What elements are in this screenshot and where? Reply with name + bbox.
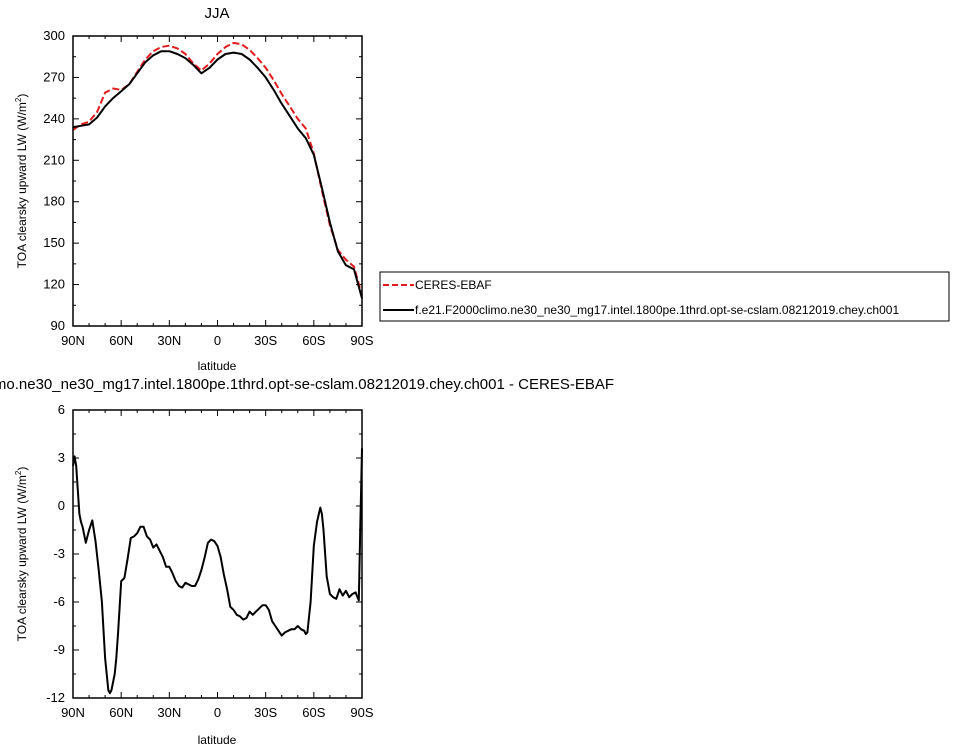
top-y-tick-label: 90 xyxy=(51,318,65,333)
top-plot-area: 90N 60N 30N 0 30S 60S 90S 90 120 150 180 210 240 270 3… xyxy=(43,28,374,348)
bottom-y-tick-label: -12 xyxy=(46,690,65,705)
bottom-plot-area: 90N 60N 30N 0 30S 60S 90S -12 -9 -6 -3 0 3 6 xyxy=(46,402,374,720)
top-series-line-1 xyxy=(72,41,363,296)
bottom-x-tick-label: 90N xyxy=(61,705,85,720)
top-x-axis-label: latitude xyxy=(198,359,237,373)
bottom-x-tick-label: 30S xyxy=(254,705,277,720)
bottom-series-line-1 xyxy=(72,448,363,695)
bottom-x-tick-label: 30N xyxy=(157,705,181,720)
top-y-tick-label: 120 xyxy=(43,277,65,292)
bottom-y-tick-label: 3 xyxy=(58,450,65,465)
top-y-tick-label: 210 xyxy=(43,152,65,167)
bottom-y-tick-label: 0 xyxy=(58,498,65,513)
top-chart-title: JJA xyxy=(204,5,229,22)
top-y-tick-label: 240 xyxy=(43,111,65,126)
top-x-tick-label: 60S xyxy=(302,333,325,348)
bottom-x-tick-label: 60S xyxy=(302,705,325,720)
top-x-tick-label: 30N xyxy=(157,333,181,348)
bottom-x-axis-label: latitude xyxy=(198,733,237,747)
legend-label-ceres: CERES-EBAF xyxy=(415,278,492,292)
bottom-x-tick-label: 60N xyxy=(109,705,133,720)
top-x-tick-label: 30S xyxy=(254,333,277,348)
top-panel: JJA 90N 60N 30N 0 30S 60S 90S 90 120 150 180 210 240… xyxy=(14,5,950,373)
bottom-plot-frame xyxy=(72,409,363,699)
legend-box xyxy=(379,271,950,322)
top-y-tick-label: 270 xyxy=(43,69,65,84)
top-y-tick-label: 150 xyxy=(43,235,65,250)
bottom-y-axis-label: TOA clearsky upward LW (W/m2) xyxy=(14,467,29,642)
top-x-tick-label: 90S xyxy=(350,333,373,348)
bottom-y-tick-label: -9 xyxy=(53,642,65,657)
top-series-line-2 xyxy=(72,50,363,299)
legend-label-model: f.e21.F2000climo.ne30_ne30_mg17.intel.18… xyxy=(415,303,899,317)
bottom-x-tick-label: 90S xyxy=(350,705,373,720)
bottom-y-tick-label: -3 xyxy=(53,546,65,561)
bottom-chart-title: f.e21.F2000climo.ne30_ne30_mg17.intel.18… xyxy=(0,376,614,393)
top-x-tick-label: 90N xyxy=(61,333,85,348)
top-x-tick-label: 60N xyxy=(109,333,133,348)
bottom-y-tick-label: -6 xyxy=(53,594,65,609)
top-x-tick-label: 0 xyxy=(214,333,221,348)
bottom-x-tick-label: 0 xyxy=(214,705,221,720)
legend: CERES-EBAF f.e21.F2000climo.ne30_ne30_mg… xyxy=(379,271,950,322)
bottom-panel: f.e21.F2000climo.ne30_ne30_mg17.intel.18… xyxy=(0,376,614,747)
top-plot-frame xyxy=(72,35,363,327)
top-y-tick-label: 300 xyxy=(43,28,65,43)
top-y-tick-label: 180 xyxy=(43,194,65,209)
top-y-axis-label: TOA clearsky upward LW (W/m2) xyxy=(14,94,29,269)
bottom-y-tick-label: 6 xyxy=(58,402,65,417)
